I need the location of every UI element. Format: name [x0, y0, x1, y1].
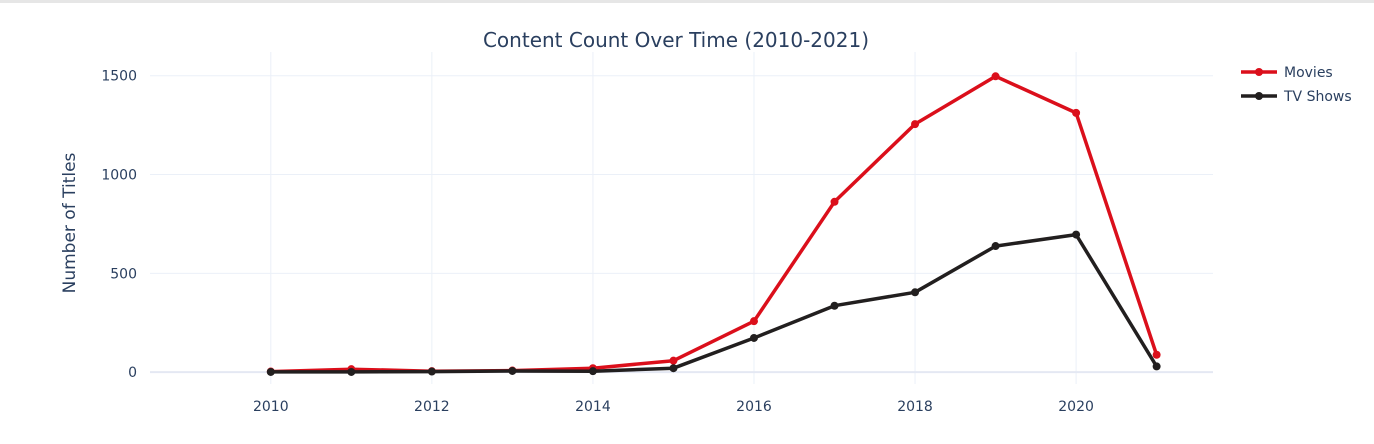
legend-marker-icon: [1255, 68, 1263, 76]
data-point[interactable]: [749, 317, 758, 326]
data-point[interactable]: [830, 301, 839, 310]
axes: 2010 2012 2014 2016 2018 2020 0 500 1000 1500: [101, 69, 1094, 415]
data-point[interactable]: [669, 364, 678, 373]
data-point[interactable]: [1072, 230, 1081, 239]
data-point[interactable]: [266, 367, 275, 376]
legend-label: TV Shows: [1283, 89, 1352, 105]
data-point[interactable]: [911, 288, 920, 297]
y-axis-label: Number of Titles: [60, 152, 80, 293]
y-tick-label: 1000: [101, 168, 137, 184]
data-point[interactable]: [749, 333, 758, 342]
x-tick-label: 2016: [736, 399, 772, 415]
series-tv-shows: [266, 230, 1161, 376]
series-layer: [266, 72, 1161, 376]
series-line: [269, 74, 1159, 374]
x-tick-label: 2012: [414, 399, 450, 415]
x-tick-label: 2020: [1058, 399, 1094, 415]
legend-item-movies[interactable]: Movies: [1241, 65, 1333, 81]
legend-label: Movies: [1284, 65, 1333, 81]
series-movies: [266, 72, 1161, 376]
legend-item-tv-shows[interactable]: TV Shows: [1241, 89, 1352, 105]
y-tick-label: 500: [110, 266, 137, 282]
data-point[interactable]: [669, 356, 678, 365]
data-point[interactable]: [991, 242, 1000, 251]
data-point[interactable]: [427, 367, 436, 376]
data-point[interactable]: [991, 72, 1000, 81]
data-point[interactable]: [347, 367, 356, 376]
data-point[interactable]: [588, 367, 597, 376]
series-line: [269, 232, 1159, 374]
data-point[interactable]: [1152, 350, 1161, 359]
legend[interactable]: Movies TV Shows: [1241, 65, 1352, 105]
data-point[interactable]: [1072, 108, 1081, 117]
y-tick-label: 0: [128, 365, 137, 381]
chart-title: Content Count Over Time (2010-2021): [483, 28, 869, 52]
x-tick-label: 2014: [575, 399, 611, 415]
data-point[interactable]: [830, 197, 839, 206]
x-tick-label: 2018: [897, 399, 933, 415]
legend-marker-icon: [1255, 92, 1263, 100]
x-tick-label: 2010: [253, 399, 289, 415]
data-point[interactable]: [508, 366, 517, 375]
data-point[interactable]: [1152, 362, 1161, 371]
top-border: [0, 0, 1374, 3]
data-point[interactable]: [911, 120, 920, 129]
y-tick-label: 1500: [101, 69, 137, 85]
